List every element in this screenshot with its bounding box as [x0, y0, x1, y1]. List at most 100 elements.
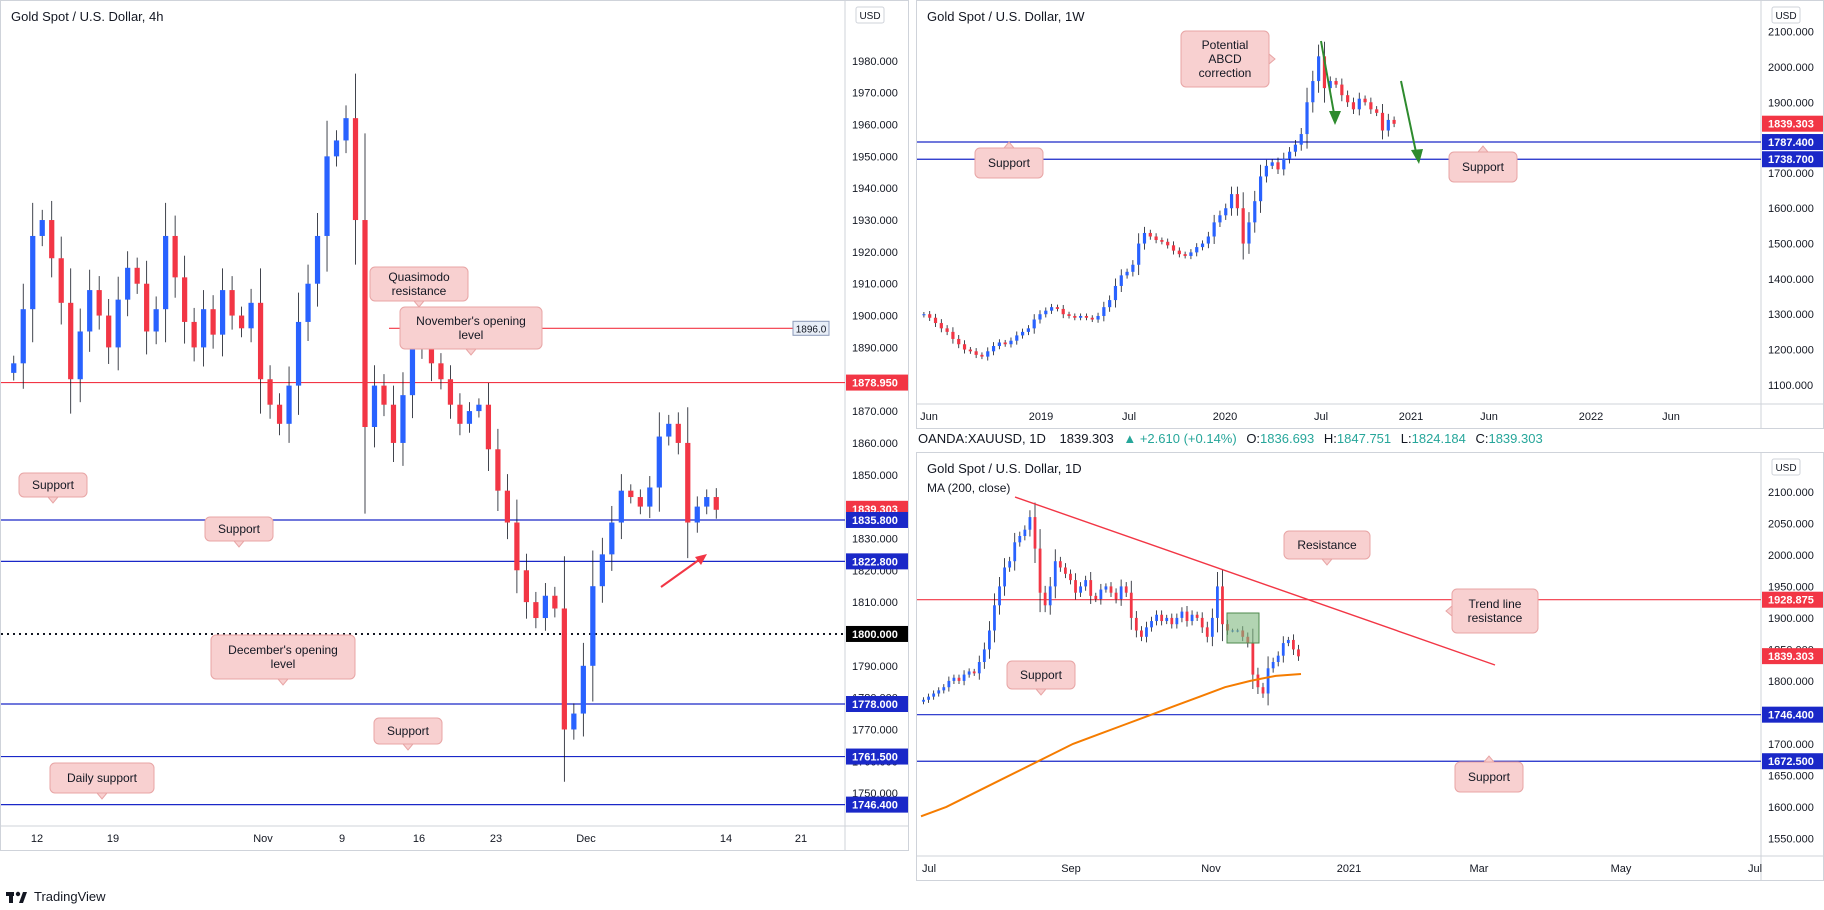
candle: [1166, 241, 1170, 246]
annotation-text: Resistance: [1297, 538, 1357, 552]
price-axis-tag: [1762, 753, 1823, 770]
candle: [1074, 580, 1077, 593]
chart-1d-svg[interactable]: Gold Spot / U.S. Dollar, 1D MA (200, clos…: [917, 453, 1823, 880]
candle: [704, 497, 710, 507]
candle: [1210, 617, 1214, 637]
y-tick-label: 1550.000: [1768, 833, 1814, 845]
annotation-callout[interactable]: Support: [18, 472, 88, 504]
ohlc-last: 1839.303: [1059, 431, 1114, 446]
candle: [87, 290, 93, 332]
currency-label: USD: [1775, 11, 1796, 22]
candle: [988, 630, 991, 650]
candle: [1020, 331, 1025, 336]
y-tick-label: 1930.000: [852, 215, 898, 227]
candle: [1363, 98, 1367, 103]
candle: [163, 235, 169, 310]
chart-1w-svg[interactable]: Gold Spot / U.S. Dollar, 1W USD 2100.000 20…: [917, 1, 1823, 428]
ohlc-change: ▲ +2.610 (+0.14%): [1123, 431, 1237, 446]
candle: [1038, 548, 1042, 593]
demand-zone-box: [1226, 612, 1260, 644]
candle: [153, 309, 159, 332]
price-axis-tag-label: 1738.700: [1768, 154, 1814, 166]
candle: [248, 302, 254, 329]
candle: [1084, 580, 1088, 587]
candle: [599, 554, 605, 587]
annotation-callout[interactable]: Support: [204, 516, 274, 548]
price-axis-tag-label: 1800.000: [852, 629, 898, 641]
candle: [666, 423, 672, 437]
price-axis-tag: [1762, 151, 1823, 168]
price-axis-tag: [1762, 115, 1823, 132]
annotation-callout[interactable]: Daily support: [49, 762, 155, 800]
candle: [1266, 668, 1270, 694]
chart-1d-panel[interactable]: Gold Spot / U.S. Dollar, 1D MA (200, clos…: [916, 452, 1824, 881]
annotation-callout[interactable]: Support: [1006, 660, 1076, 696]
candle: [219, 290, 226, 335]
candle: [1009, 340, 1013, 345]
candle: [1050, 307, 1054, 311]
candle: [1256, 674, 1260, 688]
x-tick-label: 2019: [1029, 411, 1053, 423]
y-tick-label: 1810.000: [852, 597, 898, 609]
y-tick-label: 1900.000: [1768, 613, 1814, 625]
x-tick-label: 16: [413, 833, 425, 845]
x-tick-label: 23: [490, 833, 502, 845]
candle: [1129, 592, 1133, 618]
candle: [400, 395, 406, 443]
candle: [1271, 662, 1275, 669]
candle: [1061, 308, 1065, 315]
chart-4h-panel[interactable]: Gold Spot / U.S. Dollar, 4h USD 1980.000 19…: [0, 0, 909, 851]
candle: [927, 696, 930, 700]
annotation-callout[interactable]: Support: [1448, 145, 1518, 183]
y-tick-label: 1860.000: [852, 438, 898, 450]
candle: [1108, 300, 1112, 308]
candle: [1282, 158, 1286, 170]
candle: [125, 267, 131, 300]
y-tick-label: 2100.000: [1768, 487, 1814, 499]
x-tick-label: 2020: [1213, 411, 1237, 423]
chart-4h-svg[interactable]: Gold Spot / U.S. Dollar, 4h USD 1980.000 19…: [1, 1, 908, 850]
candle: [1357, 98, 1361, 110]
y-tick-label: 1500.000: [1768, 239, 1814, 251]
candle: [1241, 208, 1245, 244]
candle: [542, 595, 548, 619]
tradingview-logo-icon: [6, 891, 27, 903]
candle: [1102, 307, 1106, 316]
annotation-callout[interactable]: Support: [974, 141, 1044, 179]
candle: [1205, 627, 1209, 637]
candle: [1276, 162, 1280, 170]
candle: [922, 699, 925, 702]
y-tick-label: 1600.000: [1768, 802, 1814, 814]
price-axis-tag: [846, 374, 908, 391]
annotation-callout[interactable]: Resistance: [1283, 530, 1371, 566]
candle: [1003, 567, 1006, 587]
candle: [1125, 271, 1129, 276]
y-tick-label: 1920.000: [852, 247, 898, 259]
candle: [1048, 586, 1052, 606]
annotation-tail: [1320, 558, 1334, 566]
y-tick-label: 1950.000: [1768, 581, 1814, 593]
candle: [1351, 102, 1356, 110]
annotation-text: Support: [1462, 160, 1505, 174]
annotation-tail: [1476, 145, 1490, 153]
y-tick-label: 1700.000: [1768, 168, 1814, 180]
annotation-callout[interactable]: Support: [1454, 755, 1524, 793]
ohlc-o-label: O:: [1246, 431, 1261, 446]
price-axis-tag-label: 1761.500: [852, 752, 898, 764]
y-tick-label: 1200.000: [1768, 345, 1814, 357]
annotation-text: correction: [1199, 66, 1252, 80]
candle: [1155, 614, 1158, 622]
chart-1w-panel[interactable]: Gold Spot / U.S. Dollar, 1W USD 2100.000 20…: [916, 0, 1824, 429]
annotation-callout[interactable]: Support: [373, 717, 443, 751]
annotation-tail: [276, 678, 290, 686]
tradingview-brand[interactable]: TradingView: [6, 889, 106, 904]
candle: [1251, 643, 1255, 675]
price-axis-tag: [846, 796, 908, 813]
candle: [957, 338, 961, 345]
annotation-tail: [1268, 52, 1276, 66]
